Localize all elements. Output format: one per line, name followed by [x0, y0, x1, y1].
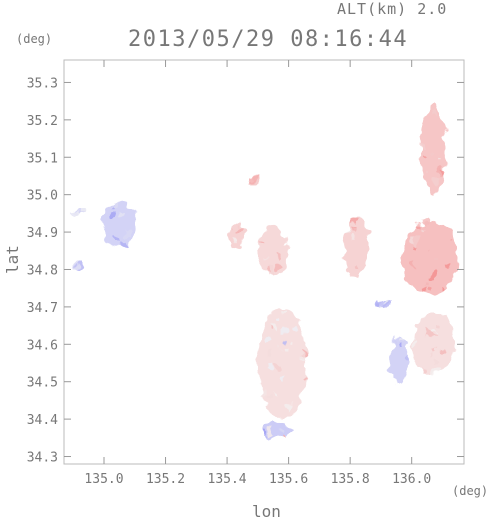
echo-region [71, 209, 87, 218]
y-tick-label: 34.3 [27, 451, 58, 466]
x-tick-label: 135.2 [146, 472, 185, 487]
y-axis: 34.3 34.4 34.5 34.6 34.7 34.8 34.9 35.0 35.1 35.2… [27, 76, 464, 466]
x-axis: 135.0 135.2 135.4 135.6 135.8 136.0 [84, 60, 431, 487]
echo-region [250, 175, 258, 184]
plot-frame [63, 59, 465, 465]
echo-region [257, 228, 289, 274]
x-tick-label: 135.8 [331, 472, 370, 487]
y-tick-label: 35.3 [27, 76, 58, 91]
y-tick-label: 34.9 [27, 226, 58, 241]
y-axis-unit: (deg) [16, 32, 53, 46]
echo-region [390, 336, 409, 382]
y-tick-label: 34.7 [27, 301, 58, 316]
x-tick-label: 135.0 [84, 472, 123, 487]
x-tick-label: 135.4 [208, 472, 247, 487]
x-tick-label: 135.6 [269, 472, 308, 487]
chart-datetime: 2013/05/29 08:16:44 [128, 27, 409, 52]
y-tick-label: 34.5 [27, 376, 58, 391]
echo-region [344, 217, 369, 277]
y-tick-label: 35.1 [27, 151, 58, 166]
y-tick-label: 34.8 [27, 263, 58, 278]
echo-region [260, 422, 292, 438]
echo-region [402, 219, 458, 296]
echo-region [257, 306, 308, 420]
echo-region [227, 224, 246, 248]
y-tick-label: 34.6 [27, 338, 58, 353]
echo-region [411, 314, 455, 376]
y-tick-label: 35.2 [27, 114, 58, 129]
data-layer [71, 104, 458, 438]
x-tick-label: 136.0 [392, 472, 431, 487]
x-axis-label: lon [252, 502, 281, 521]
echo-region [377, 299, 392, 308]
y-tick-label: 34.4 [27, 413, 58, 428]
altitude-label: ALT(km) 2.0 [337, 0, 448, 18]
echo-region [74, 262, 83, 270]
y-tick-label: 35.0 [27, 189, 58, 204]
echo-region [100, 202, 138, 248]
echo-region [419, 104, 446, 195]
x-axis-unit: (deg) [452, 484, 489, 498]
